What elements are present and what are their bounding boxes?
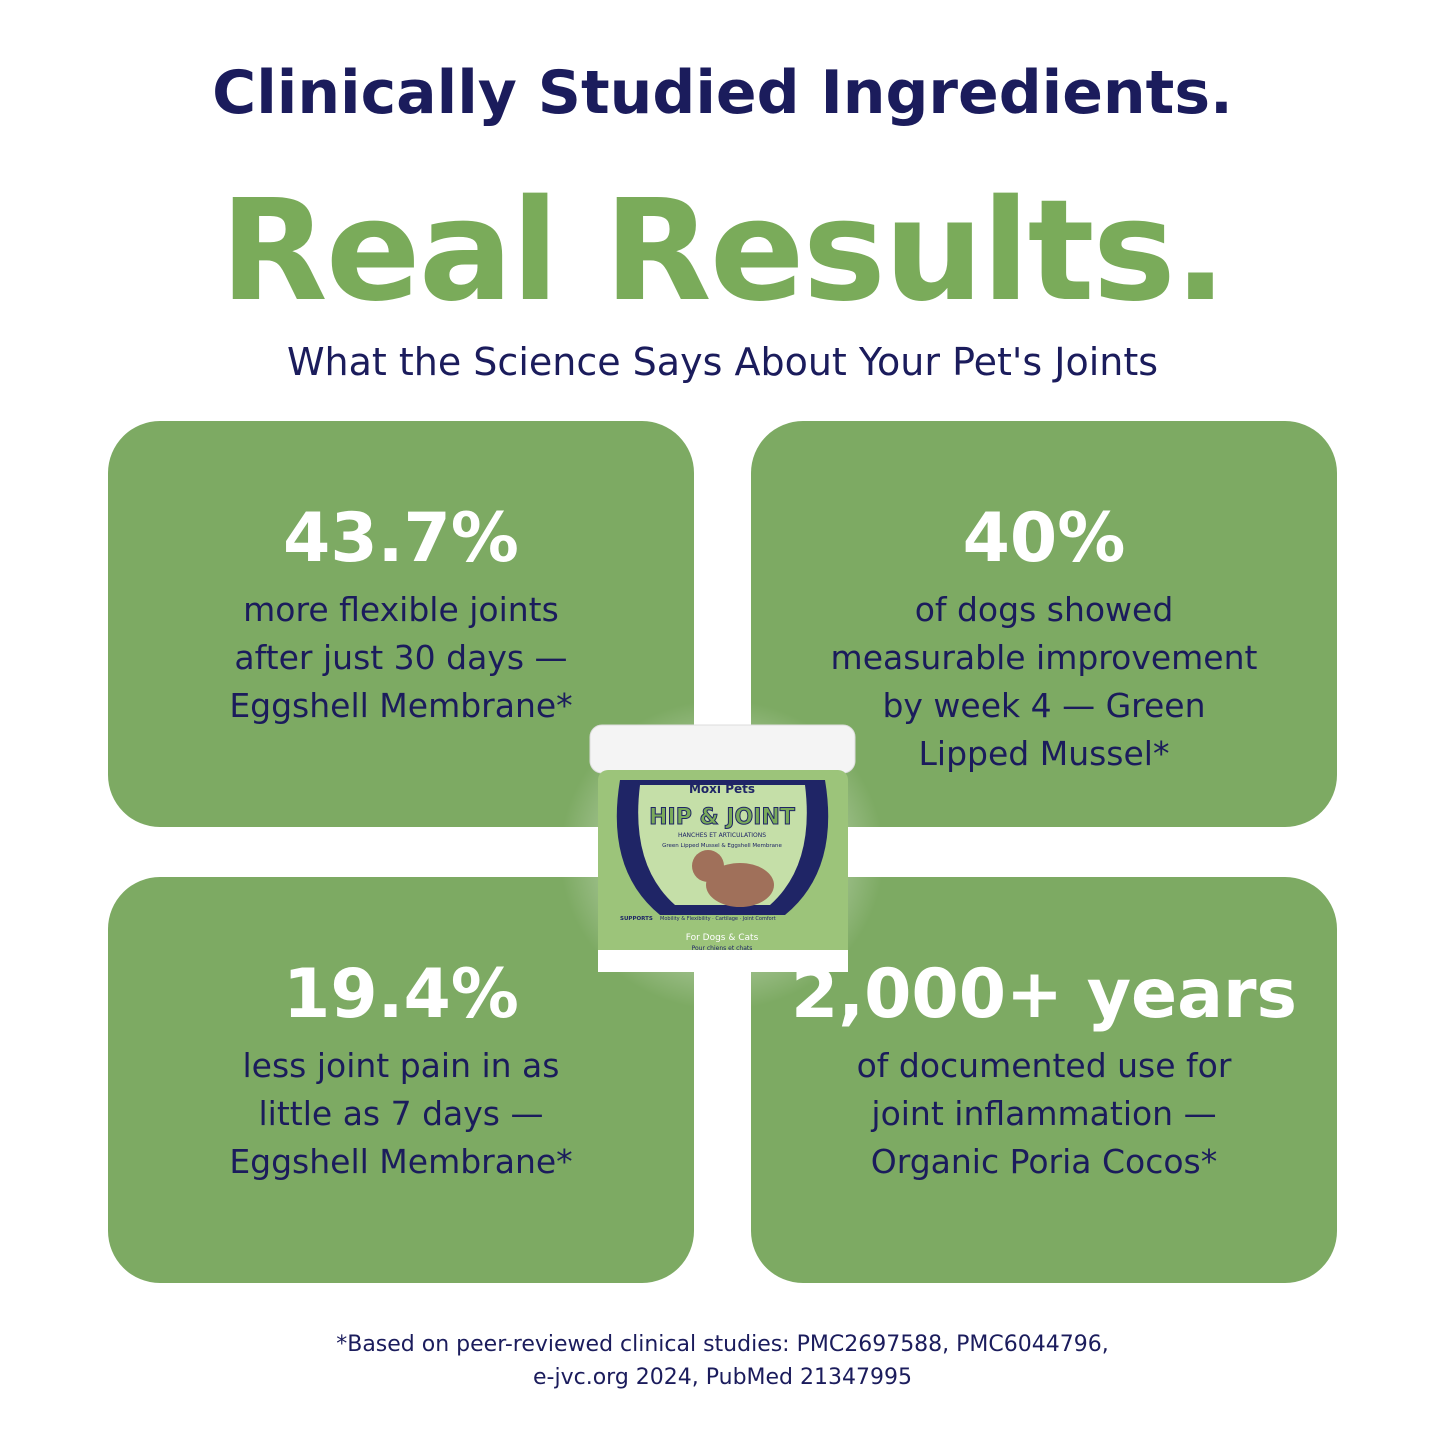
stat-text: less joint pain in as (242, 1046, 560, 1085)
footnote: *Based on peer-reviewed clinical studies… (0, 1328, 1445, 1394)
brand: Moxi Pets (689, 782, 755, 796)
stat-text: more flexible joints (243, 590, 559, 629)
audience-fr: Pour chiens et chats (692, 945, 753, 952)
benefits: Mobility & Flexibility · Cartilage · Joi… (660, 916, 776, 922)
stat-text: of documented use for (856, 1046, 1232, 1085)
footnote-line: *Based on peer-reviewed clinical studies… (336, 1332, 1109, 1357)
stat-text: little as 7 days — (258, 1094, 544, 1133)
title: Clinically Studied Ingredients. (212, 58, 1233, 128)
stat-card: 43.7% more flexible joints after just 30 d… (108, 421, 694, 827)
footnote-line: e-jvc.org 2024, PubMed 21347995 (533, 1365, 912, 1390)
product-name-fr: HANCHES ET ARTICULATIONS (678, 832, 766, 839)
stat-value: 19.4% (283, 955, 519, 1034)
supports: SUPPORTS (620, 916, 653, 922)
stat-value: 43.7% (283, 499, 519, 578)
subtitle: What the Science Says About Your Pet's J… (286, 340, 1159, 384)
stat-value: 2,000+ years (790, 955, 1298, 1034)
ingredients: Green Lipped Mussel & Eggshell Membrane (662, 843, 782, 849)
stat-card: 19.4% less joint pain in as little as 7 da… (108, 877, 694, 1283)
stat-text: measurable improvement (830, 638, 1258, 677)
stat-text: Organic Poria Cocos* (870, 1142, 1218, 1181)
stat-text: by week 4 — Green (882, 686, 1206, 725)
product-name: HIP & JOINT (649, 805, 795, 830)
stat-card: 40% of dogs showed measurable improvement b… (751, 421, 1337, 827)
audience: For Dogs & Cats (686, 933, 759, 943)
headline: Real Results. (219, 170, 1227, 333)
stat-text: Eggshell Membrane* (229, 1142, 573, 1181)
stat-text: Lipped Mussel* (918, 734, 1170, 773)
stat-text: of dogs showed (914, 590, 1174, 629)
stat-text: after just 30 days — (234, 638, 568, 677)
product-jar: Moxi Pets HIP & JOINT HANCHES ET ARTICUL… (560, 700, 884, 1010)
stat-text: Eggshell Membrane* (229, 686, 573, 725)
stat-value: 40% (962, 499, 1126, 578)
stat-text: joint inflammation — (871, 1094, 1217, 1133)
